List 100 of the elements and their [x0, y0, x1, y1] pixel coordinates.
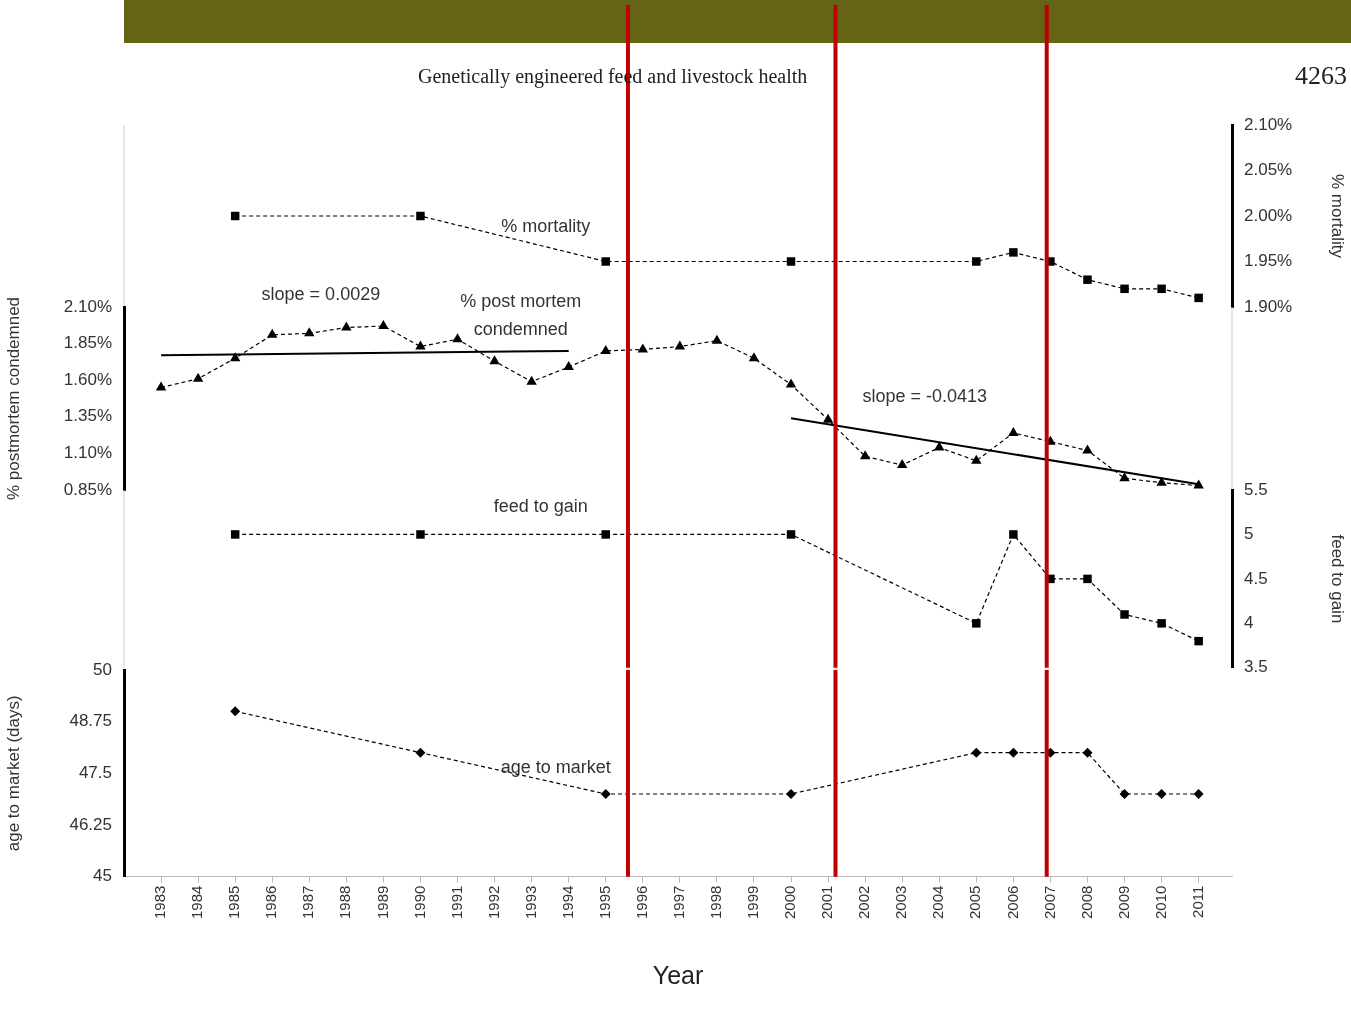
x-tick-label: 1990: [410, 885, 428, 920]
text: 4263: [1295, 61, 1347, 91]
point: [674, 340, 686, 350]
point: [192, 372, 204, 382]
x-tick-label: 1986: [262, 885, 280, 920]
annotation: slope = -0.0413: [862, 386, 988, 407]
x-tick-label: 1985: [225, 885, 243, 920]
x-tick-label: 1989: [373, 885, 391, 920]
point: [1083, 574, 1092, 584]
point: [1008, 747, 1019, 758]
point: [786, 257, 796, 266]
annotation: slope = 0.0029: [261, 284, 381, 305]
point: [230, 706, 241, 717]
y-tick-label: 48.75: [69, 711, 112, 731]
y-tick-label: 4.5: [1244, 568, 1268, 588]
x-tick-label: 2003: [892, 885, 910, 920]
point: [526, 375, 537, 385]
x-tick-label: 2004: [929, 885, 947, 920]
point: [1008, 426, 1019, 436]
x-tick-label: 1991: [447, 885, 465, 920]
point: [415, 340, 426, 350]
point: [378, 320, 389, 330]
point: [1120, 284, 1129, 294]
y-tick-label: 1.60%: [63, 369, 112, 389]
y-tick-label: 2.05%: [1244, 160, 1293, 180]
point: [1009, 530, 1018, 539]
y-tick-label: 4: [1244, 613, 1254, 633]
x-tick-label: 2010: [1151, 885, 1169, 920]
series-label: % mortality: [501, 216, 591, 237]
point: [452, 333, 463, 343]
point: [600, 788, 611, 799]
point: [600, 344, 611, 354]
point: [1194, 636, 1203, 646]
point: [934, 441, 945, 451]
point: [711, 334, 723, 344]
x-tick-label: 2009: [1114, 885, 1132, 920]
y-tick-label: 1.35%: [63, 406, 112, 426]
x-tick-label: 1983: [151, 885, 169, 920]
y-tick-label: 1.85%: [63, 333, 112, 353]
point: [1083, 275, 1092, 284]
y-axis-title: feed to gain: [1328, 534, 1348, 624]
point: [972, 619, 981, 628]
point: [267, 328, 278, 338]
y-tick-label: 3.5: [1244, 657, 1268, 677]
point: [304, 327, 315, 337]
point: [229, 352, 241, 362]
point: [155, 381, 167, 391]
point: [748, 352, 760, 362]
x-tick-label: 1984: [188, 885, 206, 920]
x-tick-label: 1998: [707, 885, 725, 920]
point: [1119, 788, 1130, 799]
point: [1194, 293, 1203, 303]
point: [785, 378, 797, 388]
x-tick-label: 1997: [669, 885, 687, 920]
series-label: feed to gain: [493, 496, 588, 517]
y-tick-label: 5: [1244, 524, 1254, 544]
y-tick-label: 2.00%: [1244, 205, 1293, 225]
point: [1157, 619, 1166, 628]
y-tick-label: 46.25: [69, 814, 112, 834]
point: [1119, 472, 1130, 482]
point: [489, 355, 500, 365]
y-tick-label: 0.85%: [63, 479, 112, 499]
point: [1009, 248, 1018, 257]
y-axis-title: % postmortem condemned: [3, 296, 23, 501]
point: [822, 413, 834, 423]
x-tick-label: 1995: [595, 885, 613, 920]
point: [971, 747, 982, 758]
point: [786, 530, 796, 539]
y-tick-label: 1.90%: [1244, 296, 1293, 316]
point: [897, 459, 908, 469]
series-label: % post mortem condemned: [460, 290, 582, 339]
x-tick-label: 1993: [521, 885, 539, 920]
y-tick-label: 1.95%: [1244, 251, 1293, 271]
x-tick-label: 1999: [744, 885, 762, 920]
x-tick-label: 2007: [1040, 885, 1058, 920]
y-axis-title: age to market (days): [3, 695, 23, 852]
point: [972, 257, 981, 266]
y-tick-label: 1.10%: [63, 443, 112, 463]
point: [230, 530, 240, 539]
point: [601, 257, 610, 266]
y-tick-label: 50: [93, 659, 112, 679]
y-tick-label: 45: [93, 866, 112, 886]
point: [786, 788, 797, 799]
point: [1082, 747, 1093, 758]
point: [1120, 610, 1129, 619]
point: [859, 450, 871, 460]
y-tick-label: 2.10%: [63, 296, 112, 316]
x-tick-label: 2000: [781, 885, 799, 920]
point: [971, 454, 982, 464]
x-tick-label: 2008: [1077, 885, 1095, 920]
x-tick-label: 2011: [1188, 885, 1206, 918]
point: [601, 530, 610, 539]
x-tick-label: 1996: [632, 885, 650, 920]
x-tick-label: 2005: [966, 885, 984, 920]
point: [416, 530, 425, 539]
point: [1193, 788, 1204, 799]
x-tick-label: 1994: [558, 885, 576, 920]
x-tick-label: 1992: [484, 885, 502, 920]
x-tick-label: 1988: [336, 885, 354, 920]
point: [415, 747, 426, 758]
